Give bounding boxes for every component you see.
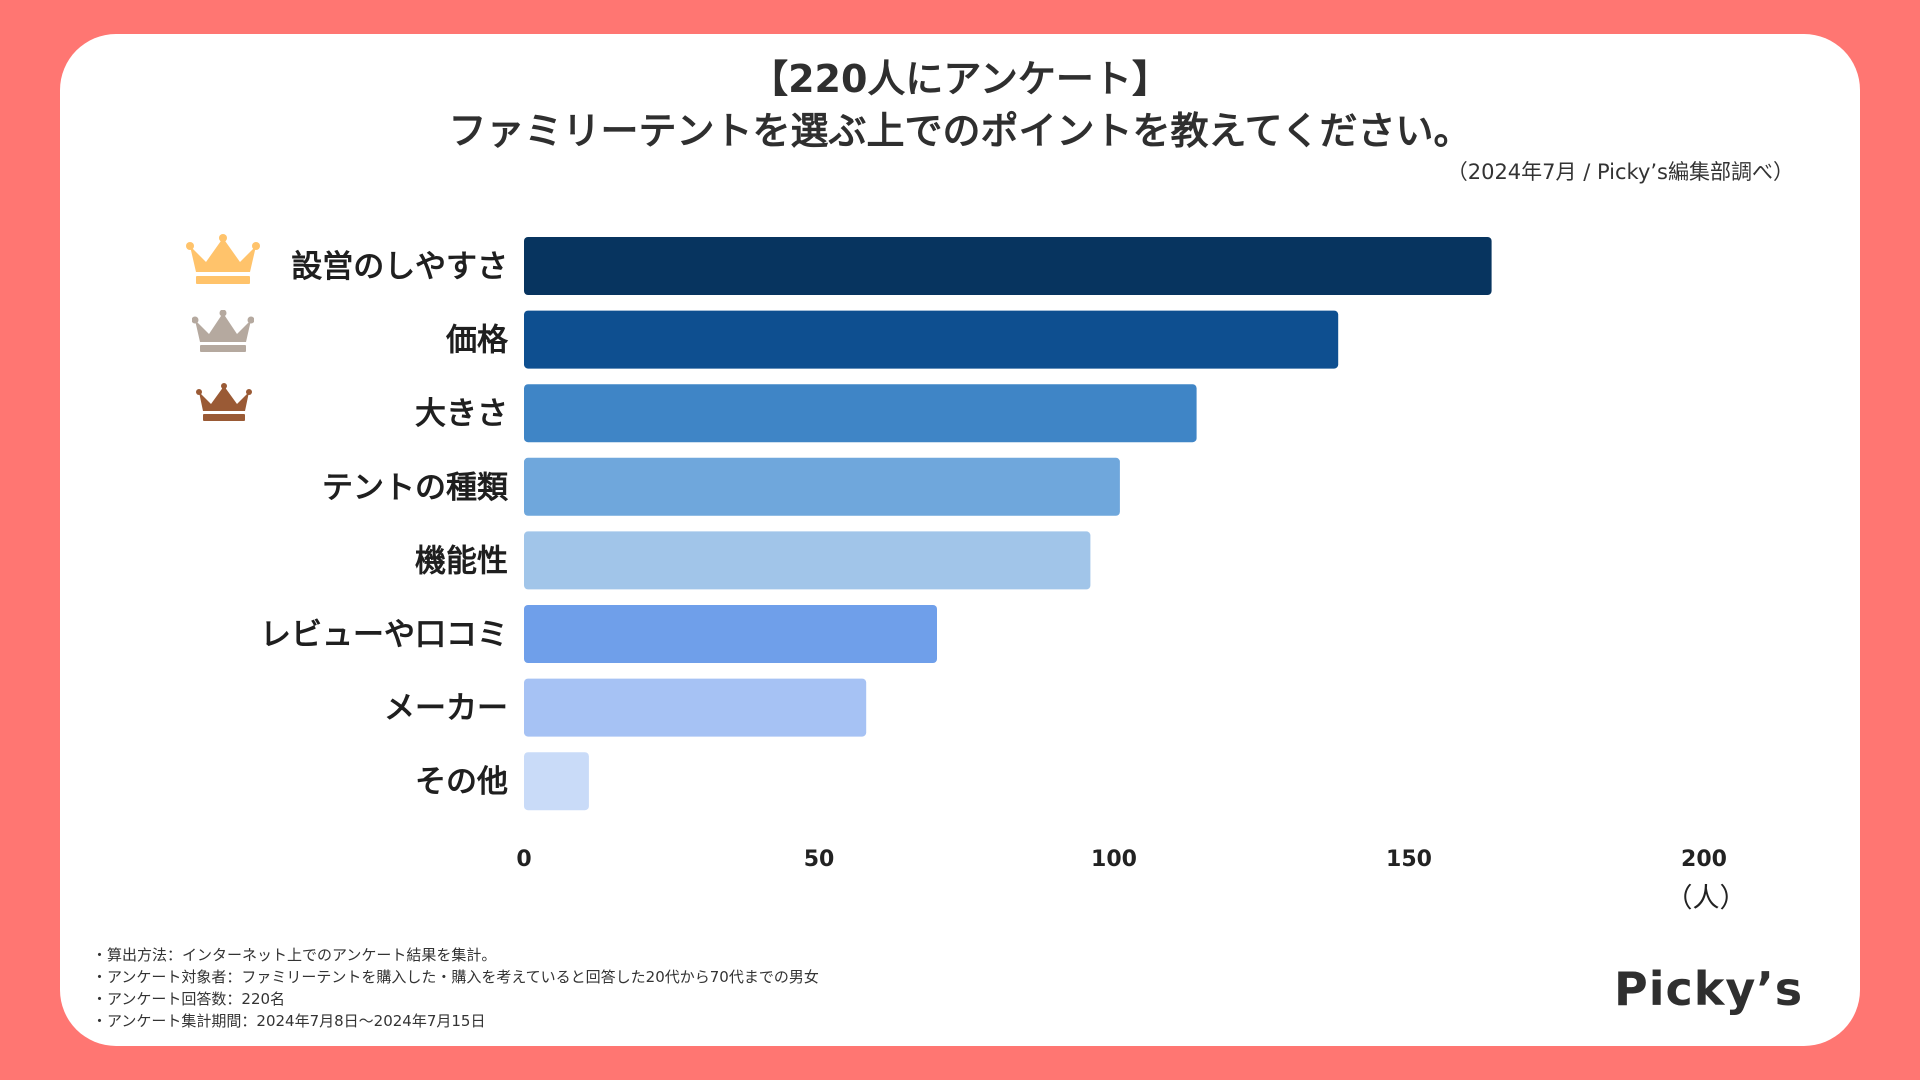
crown-icon-bronze: [196, 383, 252, 427]
x-tick-label-5: 200: [1681, 847, 1727, 872]
x-tick-label-3: 100: [1091, 847, 1137, 872]
crown-icon-gold: [186, 234, 260, 290]
note-method: ・算出方法：インターネット上でのアンケート結果を集計。: [92, 946, 497, 964]
category-label-3: 大きさ: [415, 396, 508, 432]
category-label-4: テントの種類: [322, 470, 509, 506]
brand-logo: Picky’s: [1614, 962, 1804, 1016]
chart-title-line2: ファミリーテントを選ぶ上でのポイントを教えてください。: [448, 109, 1472, 153]
x-tick-label-1: 0: [516, 847, 531, 872]
chart-title-line1: 【220人にアンケート】: [750, 57, 1170, 101]
category-label-6: レビューや口コミ: [260, 617, 508, 653]
survey-notes: ・算出方法：インターネット上でのアンケート結果を集計。 ・アンケート対象者：ファ…: [92, 944, 819, 1032]
category-label-1: 設営のしやすさ: [291, 249, 508, 285]
category-label-2: 価格: [445, 323, 509, 359]
x-axis-unit: （人）: [1666, 883, 1747, 914]
category-label-5: 機能性: [415, 543, 508, 579]
bar-4: [524, 457, 1120, 516]
note-target: ・アンケート対象者：ファミリーテントを購入した・購入を考えていると回答した20代…: [92, 968, 819, 986]
category-label-7: メーカー: [384, 691, 508, 727]
crown-icon-silver: [191, 309, 255, 358]
bar-5: [524, 531, 1091, 590]
chart-source: （2024年7月 / Picky’s編集部調べ）: [1446, 160, 1794, 184]
bar-1: [524, 237, 1492, 295]
note-count: ・アンケート回答数：220名: [92, 990, 286, 1008]
note-period: ・アンケート集計期間：2024年7月8日〜2024年7月15日: [92, 1012, 486, 1030]
bar-2: [524, 310, 1339, 369]
bar-7: [524, 678, 867, 737]
x-tick-label-2: 50: [804, 847, 835, 872]
x-tick-label-4: 150: [1386, 847, 1432, 872]
category-label-8: その他: [415, 764, 508, 800]
bar-6: [524, 605, 937, 663]
bar-8: [524, 752, 589, 811]
bar-3: [524, 384, 1197, 443]
